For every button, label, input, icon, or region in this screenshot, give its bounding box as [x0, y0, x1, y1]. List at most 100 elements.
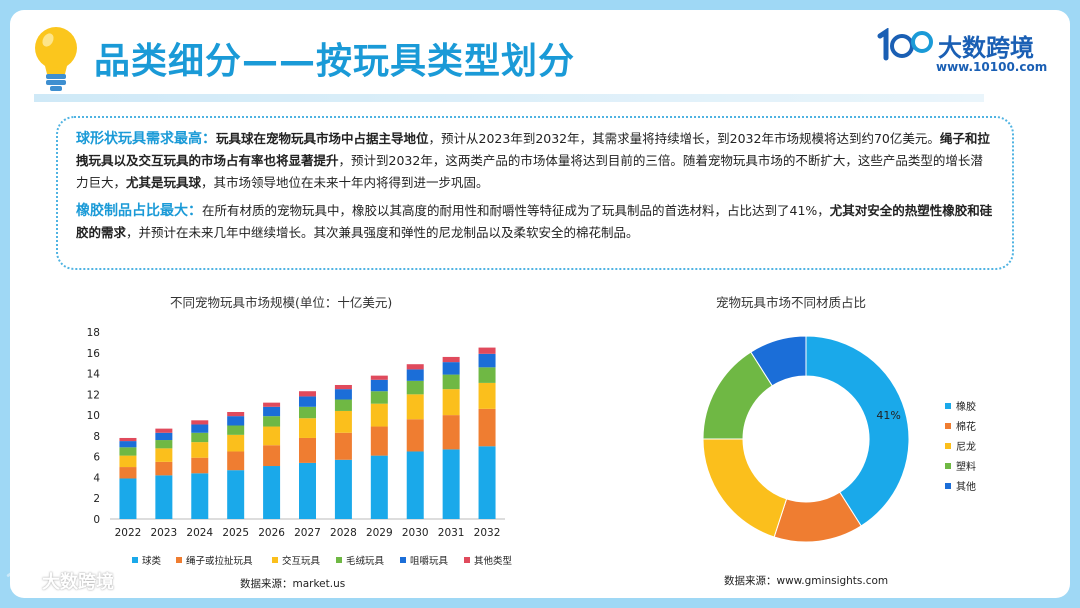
watermark-logo-icon	[6, 570, 38, 589]
bar-segment	[299, 391, 316, 397]
title-underline	[34, 94, 984, 102]
bar-segment	[370, 391, 388, 404]
legend-swatch	[336, 557, 342, 563]
y-tick-label: 8	[93, 431, 100, 443]
bar-segment	[263, 416, 281, 427]
legend-label: 橡胶	[956, 400, 976, 413]
summary-bold-2: 绳子和拉拽玩具以及交互玩具的市场占有率也将显著提升	[76, 131, 990, 168]
logo-url: www.10100.com	[936, 60, 1048, 74]
legend-swatch	[400, 557, 406, 563]
bar-segment	[191, 424, 209, 433]
bar-segment	[155, 475, 173, 519]
bar-segment	[334, 432, 352, 460]
bar-segment	[155, 432, 173, 441]
watermark-text: 大数跨境	[42, 572, 114, 593]
bar-segment	[442, 356, 460, 363]
x-tick-label: 2032	[474, 527, 501, 539]
legend-label: 交互玩具	[282, 555, 321, 567]
bar-segment	[299, 406, 316, 419]
donut-slice	[750, 335, 807, 387]
bar-segment	[191, 432, 209, 443]
legend-label: 塑料	[956, 460, 976, 473]
bar-segment	[119, 441, 137, 448]
bar-segment	[299, 462, 316, 519]
legend-label: 毛绒玩具	[346, 555, 385, 567]
bar-segment	[406, 451, 424, 519]
bar-segment	[119, 437, 137, 442]
legend-swatch	[945, 423, 951, 429]
logo-mark-icon	[877, 28, 933, 61]
legend-label: 其他类型	[474, 555, 513, 567]
x-tick-label: 2025	[222, 527, 249, 539]
summary-bold-4: 尤其对安全的热塑性橡胶和硅胶的需求	[76, 203, 993, 240]
legend-label: 咀嚼玩具	[410, 556, 449, 567]
summary-heading-materials: 橡胶制品占比最大：	[76, 203, 202, 219]
bar-segment	[334, 389, 352, 400]
summary-heading-toys: 球形状玩具需求最高：	[76, 131, 216, 147]
bar-segment	[191, 420, 209, 425]
legend-swatch	[945, 463, 951, 469]
bar-segment	[442, 389, 460, 416]
bar-segment	[478, 347, 496, 354]
bar-segment	[119, 478, 137, 519]
legend-swatch	[464, 557, 470, 563]
legend-label: 其他	[956, 480, 976, 493]
y-tick-label: 10	[87, 410, 100, 422]
bar-segment	[119, 467, 137, 479]
bar-segment	[227, 451, 245, 471]
legend-swatch	[945, 443, 951, 449]
summary-box: 球形状玩具需求最高：玩具球在宠物玩具市场中占据主导地位，预计从2023年到203…	[56, 116, 1014, 270]
bar-segment	[263, 466, 281, 519]
slice-data-label: 41%	[876, 409, 900, 422]
bar-segment	[406, 380, 424, 395]
legend-label: 球类	[142, 555, 162, 567]
bar-segment	[299, 418, 316, 438]
lightbulb-icon	[35, 27, 77, 91]
bar-segment	[263, 426, 281, 446]
bar-segment	[155, 440, 173, 449]
bar-segment	[370, 426, 388, 456]
legend-swatch	[945, 403, 951, 409]
bar-segment	[370, 379, 388, 392]
bar-segment	[334, 384, 352, 390]
bar-segment	[263, 402, 281, 407]
bar-segment	[442, 374, 460, 390]
bar-segment	[155, 461, 173, 476]
donut-slice	[805, 335, 910, 527]
page-title: 品类细分——按玩具类型划分	[94, 41, 576, 82]
bar-segment	[442, 362, 460, 375]
bar-segment	[406, 419, 424, 452]
bar-segment	[155, 428, 173, 433]
bar-chart-source: 数据来源：market.us	[240, 578, 346, 590]
x-tick-label: 2027	[294, 527, 321, 539]
bar-segment	[227, 411, 245, 417]
bar-segment	[191, 457, 209, 474]
bar-segment	[299, 437, 316, 463]
y-tick-label: 16	[87, 348, 101, 360]
bar-segment	[155, 448, 173, 462]
y-tick-label: 12	[87, 389, 100, 401]
legend-label: 尼龙	[956, 440, 976, 453]
y-tick-label: 18	[87, 327, 100, 339]
bar-segment	[227, 416, 245, 426]
summary-text-2: ，预计到2032年，这两类产品的市场体量将达到目前的三倍。随着宠物玩具市场的不断…	[76, 153, 983, 190]
summary-text-5: ，并预计在未来几年中继续增长。其次兼具强度和弹性的尼龙制品以及柔软安全的棉花制品…	[126, 225, 639, 240]
bar-segment	[119, 455, 137, 468]
bar-segment	[299, 396, 316, 407]
legend-swatch	[132, 557, 138, 563]
y-tick-label: 2	[93, 493, 100, 505]
x-tick-label: 2031	[438, 527, 465, 539]
x-tick-label: 2028	[330, 527, 357, 539]
x-tick-label: 2023	[150, 527, 177, 539]
summary-paragraph-materials: 橡胶制品占比最大：在所有材质的宠物玩具中，橡胶以其高度的耐用性和耐嚼性等特征成为…	[76, 200, 994, 244]
pie-chart-source: 数据来源：www.gminsights.com	[724, 575, 889, 587]
stacked-bar-chart: 0 2 4 6 8 10 12 14 16 18 2022 2023 2024 2025 2026 2027 2…	[87, 327, 513, 567]
legend-label: 绳子或拉扯玩具	[186, 555, 253, 567]
bar-segment	[191, 473, 209, 519]
summary-text-1: ，预计从2023年到2032年，其需求量将持续增长，到2032年市场规模将达到约…	[428, 131, 940, 146]
bar-segment	[334, 410, 352, 433]
bar-segment	[263, 406, 281, 417]
x-tick-label: 2030	[402, 527, 429, 539]
bar-segment	[406, 364, 424, 370]
